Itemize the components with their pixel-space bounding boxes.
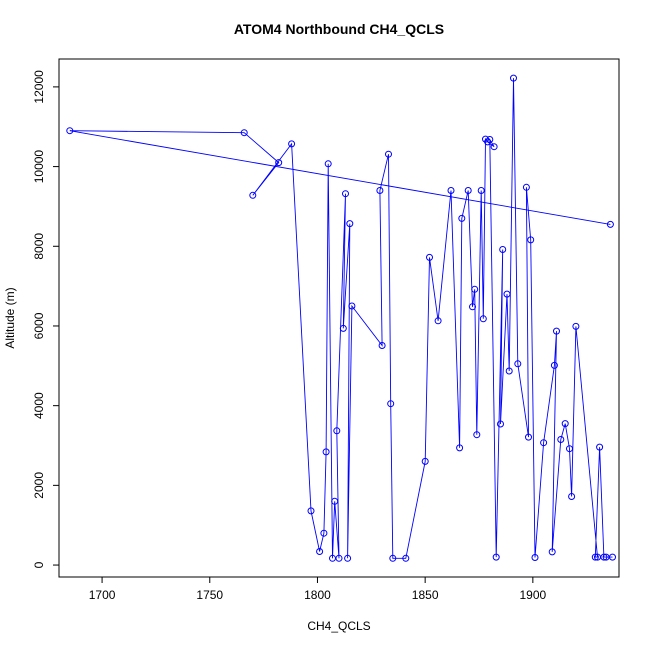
- data-point: [566, 445, 573, 453]
- data-point: [522, 183, 530, 191]
- x-tick-label: 1900: [519, 588, 546, 602]
- data-point: [275, 159, 283, 167]
- data-point: [447, 187, 455, 194]
- data-point: [348, 302, 356, 310]
- series-points: [66, 74, 616, 562]
- data-point: [514, 360, 522, 368]
- data-point: [387, 400, 395, 408]
- data-point: [499, 246, 507, 253]
- data-point: [572, 322, 580, 330]
- y-tick-label: 4000: [32, 392, 46, 419]
- data-point: [240, 129, 248, 137]
- y-axis: 0 2000 4000 6000 8000 10000 12000: [32, 70, 60, 568]
- data-point: [471, 285, 479, 293]
- data-point: [505, 367, 513, 375]
- plot-frame: [58, 58, 620, 578]
- data-point: [331, 497, 339, 505]
- x-tick-label: 1800: [304, 588, 331, 602]
- data-point: [456, 444, 464, 452]
- data-point: [525, 433, 532, 441]
- y-tick-label: 0: [32, 561, 46, 568]
- data-point: [548, 548, 556, 556]
- data-point: [490, 143, 498, 151]
- data-point: [510, 74, 517, 82]
- x-tick-label: 1750: [196, 588, 223, 602]
- x-axis-label: CH4_QCLS: [307, 619, 370, 633]
- data-point: [333, 427, 341, 435]
- data-point: [609, 553, 616, 561]
- data-point: [378, 342, 386, 349]
- data-point: [389, 554, 397, 562]
- data-point: [288, 140, 296, 148]
- data-point: [344, 554, 352, 562]
- y-tick-label: 2000: [32, 472, 46, 499]
- data-point: [473, 431, 481, 439]
- x-axis: 1700 1750 1800 1850 1900: [89, 576, 547, 602]
- y-tick-label: 8000: [32, 233, 46, 260]
- data-point: [486, 136, 494, 143]
- data-point: [307, 507, 315, 515]
- data-point: [540, 439, 548, 447]
- data-point: [503, 290, 511, 298]
- data-point: [557, 436, 565, 443]
- data-point: [497, 420, 504, 428]
- data-point: [434, 317, 442, 325]
- data-point: [249, 191, 257, 199]
- data-point: [550, 361, 558, 369]
- data-point: [385, 150, 392, 158]
- data-point: [568, 493, 576, 500]
- data-point: [316, 548, 324, 555]
- data-point: [553, 327, 560, 335]
- data-point: [320, 529, 328, 537]
- data-point: [531, 554, 539, 561]
- data-point: [464, 187, 472, 194]
- data-point: [561, 420, 569, 428]
- y-tick-label: 12000: [32, 70, 46, 104]
- x-tick-label: 1850: [412, 588, 439, 602]
- data-point: [402, 554, 410, 562]
- data-point: [342, 190, 349, 198]
- x-tick-label: 1700: [89, 588, 116, 602]
- data-point: [421, 457, 429, 465]
- series-lines: [69, 78, 613, 559]
- data-point: [591, 553, 599, 561]
- data-point: [484, 138, 492, 146]
- series-line: [69, 78, 613, 559]
- data-point: [479, 315, 487, 323]
- y-tick-label: 6000: [32, 312, 46, 339]
- data-point: [339, 324, 347, 332]
- data-point: [66, 127, 74, 135]
- y-axis-label: Altitude (m): [3, 287, 17, 348]
- data-point: [324, 160, 332, 168]
- data-point: [469, 303, 476, 311]
- data-point: [606, 220, 614, 228]
- data-point: [458, 214, 466, 222]
- data-point: [335, 554, 343, 562]
- data-point: [426, 253, 433, 261]
- y-tick-label: 10000: [32, 150, 46, 184]
- data-point: [477, 187, 485, 194]
- chart-title: ATOM4 Northbound CH4_QCLS: [234, 21, 444, 37]
- data-point: [322, 448, 330, 456]
- data-point: [346, 220, 354, 228]
- data-point: [527, 236, 535, 244]
- data-point: [596, 443, 604, 451]
- data-point: [376, 187, 384, 194]
- data-point: [600, 553, 608, 561]
- data-point: [492, 553, 500, 561]
